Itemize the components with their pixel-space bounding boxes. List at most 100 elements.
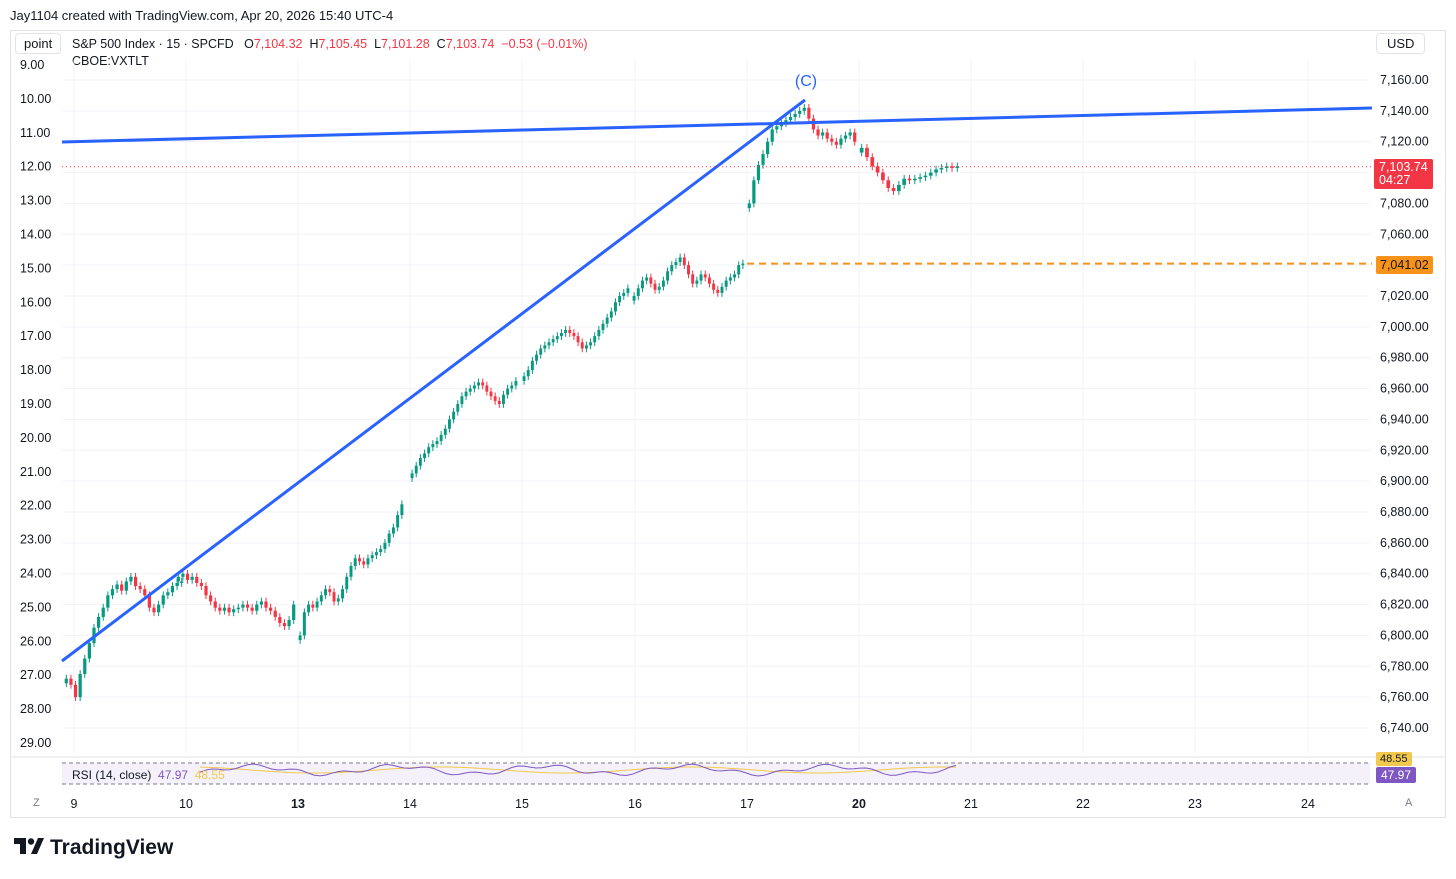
candle-body bbox=[691, 274, 695, 284]
candle-body bbox=[530, 360, 534, 371]
candle-body bbox=[328, 589, 332, 593]
candle-body bbox=[699, 274, 703, 281]
candle-body bbox=[427, 447, 431, 454]
candle-body bbox=[383, 542, 387, 550]
rsi-ma-tag: 48.55 bbox=[1376, 752, 1412, 766]
candle-body bbox=[204, 586, 208, 596]
candle-body bbox=[859, 147, 864, 153]
candle-body bbox=[881, 172, 885, 181]
candle-body bbox=[853, 132, 857, 142]
candle-body bbox=[147, 595, 151, 608]
open-value: 7,104.32 bbox=[253, 37, 303, 51]
candle-body bbox=[287, 620, 291, 627]
candle-body bbox=[302, 612, 306, 636]
candle-body bbox=[78, 674, 82, 698]
auto-scale-button[interactable]: A bbox=[1405, 797, 1413, 809]
candle-body bbox=[180, 581, 184, 583]
candle-body bbox=[73, 684, 78, 698]
candle-body bbox=[366, 558, 370, 565]
candle-body bbox=[370, 555, 374, 559]
candle-body bbox=[593, 336, 597, 343]
timezone-button[interactable]: Z bbox=[33, 797, 40, 809]
open-label: O bbox=[244, 37, 254, 51]
overlay-symbol[interactable]: CBOE:VXTLT bbox=[72, 54, 149, 68]
candle-body bbox=[278, 616, 282, 624]
candle-body bbox=[747, 203, 751, 209]
right-tick-label: 7,120.00 bbox=[1380, 135, 1429, 149]
candle-body bbox=[345, 576, 349, 590]
candle-body bbox=[357, 558, 361, 562]
candle-body bbox=[756, 164, 761, 181]
rsi-legend[interactable]: RSI (14, close) 47.97 48.55 bbox=[72, 768, 225, 782]
candle-body bbox=[547, 342, 551, 346]
candle-body bbox=[181, 573, 185, 577]
candle-body bbox=[269, 607, 273, 611]
candle-body bbox=[649, 277, 653, 284]
candle-body bbox=[597, 329, 601, 337]
candle-body bbox=[788, 117, 793, 121]
candle-body bbox=[443, 428, 447, 435]
candle-body bbox=[589, 342, 592, 346]
symbol-name[interactable]: S&P 500 Index · 15 · SPCFD bbox=[72, 37, 234, 51]
right-tick-label: 6,980.00 bbox=[1380, 351, 1429, 365]
rsi-band bbox=[62, 763, 1370, 784]
left-tick-label: 14.00 bbox=[20, 228, 51, 242]
candle-body bbox=[472, 385, 476, 389]
candle-body bbox=[535, 354, 538, 361]
candle-body bbox=[645, 277, 649, 281]
candle-body bbox=[939, 167, 944, 170]
change-value: −0.53 (−0.01%) bbox=[501, 37, 588, 51]
candle-body bbox=[618, 296, 622, 303]
candle-body bbox=[653, 283, 657, 290]
right-tick-label: 6,760.00 bbox=[1380, 690, 1429, 704]
candle-body bbox=[707, 277, 711, 284]
candle-body bbox=[315, 601, 319, 608]
right-tick-label: 6,880.00 bbox=[1380, 505, 1429, 519]
candle-body bbox=[584, 345, 588, 349]
candle-body bbox=[891, 188, 896, 192]
candle-body bbox=[435, 441, 439, 445]
right-tick-label: 6,740.00 bbox=[1380, 721, 1429, 735]
candle-body bbox=[83, 658, 87, 674]
right-tick-label: 7,140.00 bbox=[1380, 104, 1429, 118]
candle-body bbox=[129, 576, 133, 582]
candle-body bbox=[560, 333, 563, 337]
candle-body bbox=[170, 586, 175, 593]
candle-body bbox=[336, 598, 340, 602]
right-tick-label: 6,860.00 bbox=[1380, 536, 1429, 550]
candle-body bbox=[485, 385, 489, 392]
tradingview-logo: TradingView bbox=[14, 836, 173, 860]
candle-body bbox=[195, 576, 199, 583]
candle-body bbox=[236, 607, 240, 610]
candle-body bbox=[601, 323, 605, 330]
left-scale-button[interactable]: point bbox=[15, 33, 62, 54]
x-tick-label: 17 bbox=[740, 797, 754, 811]
candle-body bbox=[514, 380, 518, 386]
chart-frame bbox=[10, 30, 1446, 818]
rsi-value-tag: 47.97 bbox=[1376, 767, 1417, 783]
candle-body bbox=[259, 601, 263, 605]
currency-button[interactable]: USD bbox=[1376, 33, 1426, 54]
candle-body bbox=[120, 584, 124, 591]
candle-body bbox=[807, 107, 811, 119]
candle-body bbox=[464, 391, 468, 397]
candle-body bbox=[97, 616, 101, 628]
candle-body bbox=[209, 595, 213, 602]
grid-lines bbox=[62, 60, 1370, 753]
right-tick-label: 7,000.00 bbox=[1380, 320, 1429, 334]
candle-body bbox=[839, 138, 843, 145]
left-tick-label: 26.00 bbox=[20, 634, 51, 648]
x-tick-label: 15 bbox=[515, 797, 529, 811]
candle-body bbox=[241, 604, 245, 608]
candle-body bbox=[733, 274, 737, 278]
rsi-pane bbox=[10, 756, 1446, 785]
candle-body bbox=[362, 561, 366, 565]
candle-body bbox=[703, 274, 707, 278]
candle-body bbox=[349, 566, 353, 577]
candle-body bbox=[793, 113, 797, 118]
candle-body bbox=[674, 262, 678, 266]
candle-body bbox=[324, 589, 328, 596]
candle-body bbox=[798, 110, 802, 114]
candle-body bbox=[199, 582, 203, 587]
